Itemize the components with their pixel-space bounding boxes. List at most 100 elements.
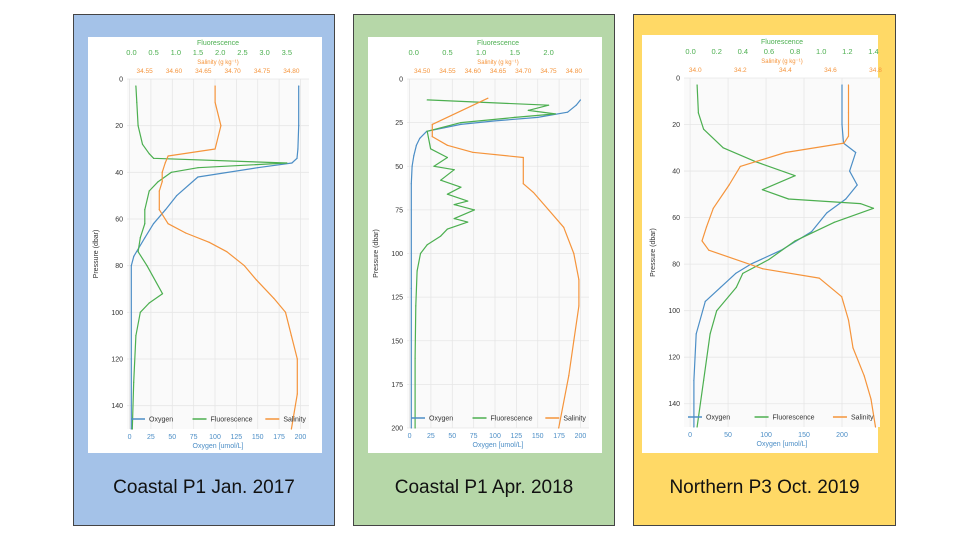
- data-point-oxygen: [152, 223, 155, 225]
- salinity-axis-label: Salinity (g kg⁻¹): [761, 59, 803, 65]
- data-point-fluorescence: [794, 175, 796, 177]
- data-point-fluorescence: [735, 286, 737, 288]
- salinity-tick-label: 34.6: [824, 67, 837, 74]
- data-point-fluorescence: [460, 186, 462, 188]
- data-point-fluorescence: [554, 113, 556, 115]
- data-point-oxygen: [856, 184, 858, 186]
- fluorescence-tick-label: 0.0: [685, 47, 695, 56]
- data-point-salinity: [296, 358, 298, 360]
- y-tick-label: 75: [395, 207, 403, 214]
- data-point-fluorescence: [139, 237, 141, 239]
- data-point-fluorescence: [141, 143, 144, 145]
- y-tick-label: 100: [391, 251, 403, 258]
- data-point-fluorescence: [286, 162, 288, 164]
- y-axis-label: Pressure (dbar): [373, 229, 380, 278]
- data-point-fluorescence: [135, 85, 137, 87]
- data-point-fluorescence: [197, 167, 199, 169]
- data-point-fluorescence: [859, 203, 861, 205]
- data-point-fluorescence: [429, 148, 432, 150]
- data-point-fluorescence: [703, 128, 705, 130]
- y-tick-label: 120: [668, 355, 680, 362]
- y-tick-label: 50: [395, 164, 403, 171]
- salinity-tick-label: 34.80: [566, 68, 583, 75]
- salinity-tick-label: 34.55: [136, 68, 153, 75]
- data-point-fluorescence: [527, 109, 529, 112]
- data-point-fluorescence: [139, 311, 141, 313]
- data-point-fluorescence: [157, 181, 159, 183]
- oxygen-tick-label: 50: [168, 434, 176, 441]
- y-tick-label: 150: [391, 338, 403, 345]
- salinity-tick-label: 34.65: [490, 68, 507, 75]
- fluorescence-tick-label: 1.0: [816, 47, 826, 56]
- data-point-salinity: [847, 112, 850, 114]
- oxygen-tick-label: 150: [798, 432, 810, 439]
- data-point-salinity: [573, 340, 575, 342]
- chart-coastal-p1-apr-2018: 0 25 50 75 100 125 150 175 200 Pressure (dbar) 0 25…: [368, 37, 602, 453]
- chart-northern-p3-oct-2019: 0 20 40 60 80 100 120 140 Pressure (dbar) 0 50 100 1…: [642, 35, 882, 453]
- data-point-fluorescence: [137, 125, 139, 127]
- data-point-fluorescence: [460, 122, 462, 124]
- data-point-salinity: [739, 165, 741, 168]
- data-point-salinity: [185, 232, 187, 234]
- oxygen-tick-label: 150: [252, 434, 264, 441]
- data-point-oxygen: [811, 230, 813, 233]
- legend-label-oxygen: Oxygen: [706, 415, 730, 422]
- data-point-salinity: [214, 85, 216, 87]
- data-point-salinity: [164, 162, 166, 164]
- data-point-salinity: [158, 209, 160, 211]
- oxygen-tick-label: 25: [147, 434, 155, 441]
- data-point-fluorescence: [696, 84, 698, 86]
- data-point-fluorescence: [872, 207, 875, 209]
- y-tick-label: 100: [668, 308, 680, 315]
- data-point-oxygen: [197, 176, 199, 178]
- fluorescence-tick-label: 1.0: [476, 48, 486, 57]
- data-point-salinity: [296, 393, 298, 395]
- data-point-oxygen: [175, 195, 178, 197]
- data-point-oxygen: [849, 170, 851, 172]
- data-point-salinity: [847, 135, 850, 137]
- data-point-fluorescence: [153, 157, 155, 159]
- data-point-oxygen: [695, 333, 697, 335]
- data-point-salinity: [762, 268, 764, 270]
- fluorescence-axis-label: Fluorescence: [761, 39, 803, 46]
- salinity-tick-label: 34.65: [195, 68, 212, 75]
- data-point-salinity: [578, 305, 580, 307]
- oxygen-tick-label: 125: [511, 433, 523, 440]
- oxygen-tick-label: 100: [209, 434, 221, 441]
- y-tick-label: 0: [676, 76, 680, 83]
- salinity-tick-label: 34.8: [869, 67, 882, 74]
- data-point-fluorescence: [697, 112, 699, 114]
- data-point-salinity: [841, 296, 843, 298]
- data-point-fluorescence: [136, 101, 138, 103]
- data-point-salinity: [472, 151, 474, 153]
- y-axis-label: Pressure (dbar): [93, 230, 100, 279]
- data-point-oxygen: [296, 157, 298, 159]
- data-point-salinity: [852, 347, 854, 349]
- data-point-oxygen: [575, 104, 577, 106]
- y-tick-label: 40: [672, 169, 680, 176]
- data-point-fluorescence: [135, 335, 137, 337]
- data-point-oxygen: [693, 426, 695, 428]
- fluorescence-tick-label: 2.0: [215, 48, 225, 57]
- plot-area: [127, 79, 309, 429]
- y-tick-label: 80: [115, 263, 123, 270]
- salinity-tick-label: 34.70: [225, 68, 242, 75]
- y-tick-label: 60: [672, 215, 680, 222]
- salinity-tick-label: 34.0: [689, 67, 702, 74]
- data-point-salinity: [532, 191, 534, 194]
- series-line-salinity: [158, 86, 298, 430]
- y-tick-label: 200: [391, 426, 403, 433]
- data-point-fluorescence: [467, 200, 469, 202]
- data-point-fluorescence: [709, 333, 711, 335]
- data-point-oxygen: [537, 116, 539, 118]
- data-point-oxygen: [298, 125, 300, 127]
- data-point-salinity: [214, 101, 216, 103]
- data-point-oxygen: [460, 123, 462, 125]
- data-point-salinity: [563, 226, 565, 228]
- data-point-oxygen: [130, 358, 132, 360]
- data-point-salinity: [818, 277, 820, 279]
- oxygen-tick-label: 175: [273, 434, 285, 441]
- y-tick-label: 125: [391, 295, 403, 302]
- salinity-tick-label: 34.70: [515, 68, 532, 75]
- data-point-fluorescence: [467, 221, 469, 223]
